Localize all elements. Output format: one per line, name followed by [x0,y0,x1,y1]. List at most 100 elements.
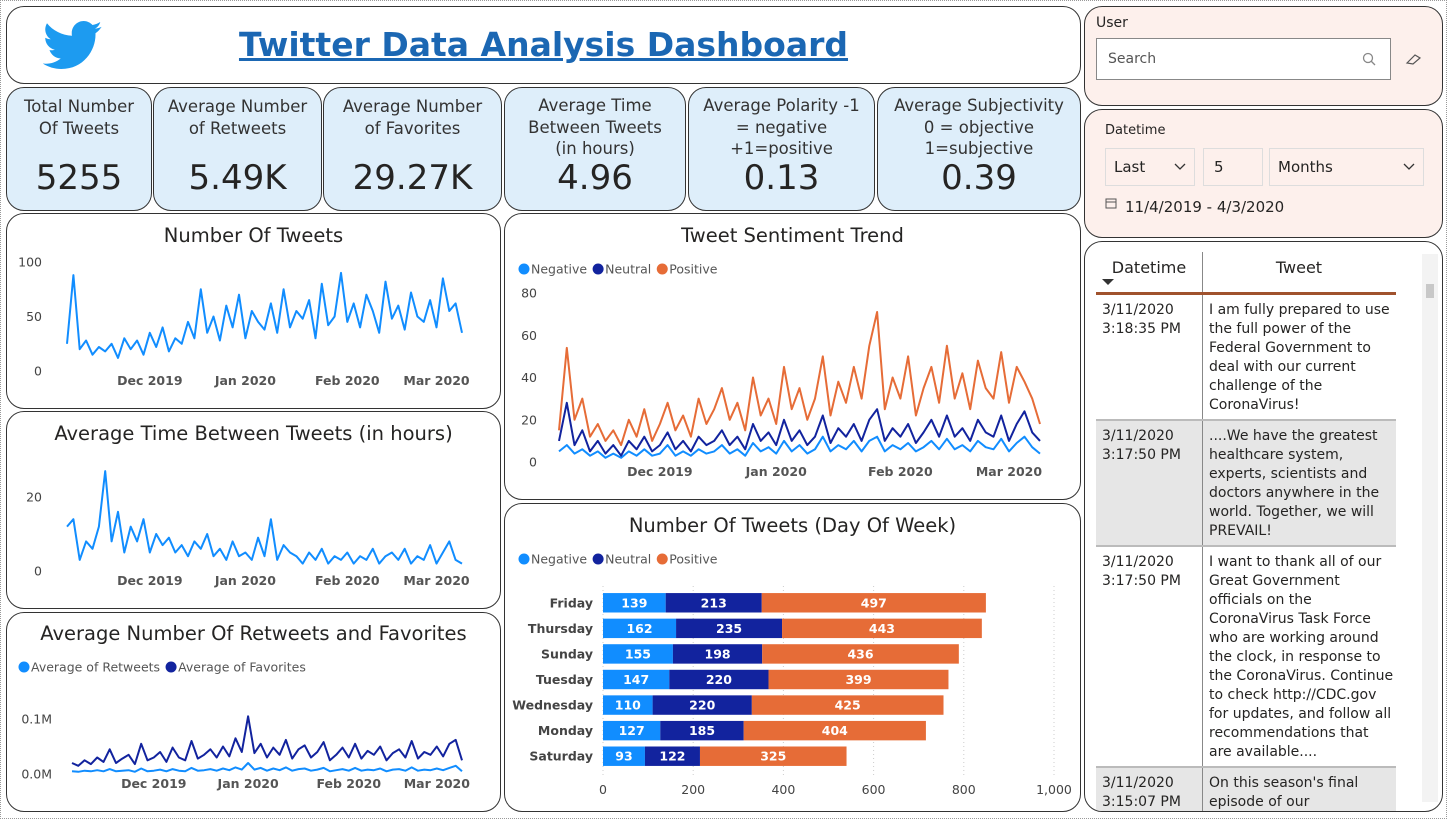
bar-value-label: 93 [615,749,632,764]
bar-value-label: 497 [861,595,887,610]
x-tick-label: 800 [952,782,976,797]
table-row: 3/11/2020 3:18:35 PM I am fully prepared … [1096,295,1396,421]
chart-panel: Number Of Tweets 0 50 100 Dec 2019 Jan 2020 Fe… [6,213,501,409]
legend-marker [592,263,604,275]
category-label: Friday [550,595,593,610]
chart: Number Of Tweets 0 50 100 Dec 2019 Jan 2020 Fe… [18,224,470,388]
kpi-label-line: +1=positive [730,139,833,158]
kpi-label: Total Number Of Tweets [7,96,151,139]
chart-title: Number Of Tweets [164,224,343,247]
chevron [1403,163,1415,170]
bar-segment [762,644,959,664]
bar-segment [644,746,700,766]
datetime-cell: 3/11/2020 3:18:35 PM [1096,295,1203,419]
category-label: Wednesday [512,698,593,713]
mode-dropdown[interactable]: Last [1105,148,1195,186]
x-tick-label: 1,000 [1036,782,1072,797]
bar-segment [672,644,763,664]
bar-value-label: 220 [706,672,732,687]
mode-value: Last [1114,158,1146,176]
legend-label: Negative [531,262,587,277]
bar-segment [652,695,752,715]
x-tick-label: Jan 2020 [214,573,276,588]
tweet-cell: I am fully prepared to use the full powe… [1209,302,1390,413]
category-label: Tuesday [536,672,593,687]
y-tick-label: 20 [26,490,42,505]
legend-marker [656,263,668,275]
bar-segment [603,720,661,741]
scrollbar[interactable] [1422,254,1438,802]
bar-segment [669,669,769,690]
x-tick-label: Dec 2019 [117,373,182,388]
count-value: 5 [1214,158,1224,176]
search-icon [1362,52,1376,66]
bar-segment [751,695,944,715]
tweet-cell: On this season's final episode of our #N… [1209,775,1359,810]
user-slicer: User Search [1084,6,1443,106]
bar-value-label: 147 [623,672,649,687]
bar-segment [665,593,762,613]
line-series [558,435,1041,459]
bar-value-label: 185 [689,723,715,738]
kpi-label: Average Number of Favorites [324,96,501,139]
chart-panel: Average Time Between Tweets (in hours) 0 2… [6,411,501,609]
kpi-label-line: of Favorites [364,118,461,138]
kpi-label-line: Total Number [23,97,135,116]
kpi-label-line: 0 = objective [923,117,1035,137]
chart-panel: Number Of Tweets (Day Of Week) 0 200 400 600… [504,503,1081,812]
legend-label: Positive [669,262,717,277]
kpi-label: Average Number of Retweets [154,96,321,139]
bar-segment [603,746,645,766]
line-series [71,715,463,767]
x-tick-label: 600 [862,782,886,797]
eraser-icon[interactable] [1405,52,1423,66]
sort-arrow[interactable] [1102,279,1114,286]
count-input[interactable]: 5 [1203,148,1263,186]
y-tick-label: 0.0M [21,767,52,782]
kpi-label-line: Average Subjectivity [894,96,1064,115]
y-tick-label: 100 [18,255,42,270]
slicer-title: Datetime [1105,123,1166,138]
kpi-label-line: Average Time [538,96,652,115]
kpi-card: Average Time Between Tweets (in hours) 4.96 [504,87,686,211]
datetime-slicer: Datetime Last 5 Months 11/4/2019 - 4/3/2… [1084,109,1443,238]
x-tick-label: Feb 2020 [315,373,380,388]
kpi-label-line: Average Number [167,97,308,116]
chart-title: Tweet Sentiment Trend [680,224,904,247]
datetime-cell: 3/11/2020 3:15:07 PM [1096,768,1203,811]
bar-segment [660,720,744,741]
legend-label: Negative [531,552,587,567]
bar-value-label: 110 [615,698,641,713]
tweet-cell: I want to thank all of our Great Governm… [1209,554,1394,760]
datetime-cell: 3/11/2020 3:17:50 PM [1096,547,1203,766]
y-tick-label: 20 [521,412,537,427]
x-tick-label: Jan 2020 [214,373,276,388]
y-tick-label: 60 [521,328,537,343]
kpi-card: Total Number Of Tweets 5255 [6,87,152,211]
bar-value-label: 162 [626,621,652,636]
scroll-thumb[interactable] [1426,284,1434,298]
kpi-label-line: of Retweets [188,118,287,138]
search-placeholder: Search [1108,51,1157,67]
unit-dropdown[interactable]: Months [1269,148,1424,186]
kpi-card: Average Subjectivity 0 = objective 1=subje… [877,87,1081,211]
chart-title: Number Of Tweets (Day Of Week) [629,514,956,537]
kpi-label-line: Average Polarity -1 [703,96,860,115]
table-row: 3/11/2020 3:17:50 PM ....We have the grea… [1096,421,1396,547]
kpi-label: Average Polarity -1 = negative +1=positive [689,95,874,160]
column-header: Datetime [1096,252,1203,292]
y-tick-label: 50 [26,309,42,324]
bar-segment [603,669,670,690]
legend-marker [165,661,177,673]
search-box[interactable]: Search [1096,38,1391,80]
x-tick-label: Jan 2020 [745,464,807,479]
table-row: 3/11/2020 3:17:50 PM I want to thank all … [1096,547,1396,768]
kpi-value: 0.39 [941,158,1017,198]
bar-value-label: 443 [869,621,895,636]
x-tick-label: Dec 2019 [627,464,692,479]
bar-value-label: 399 [845,672,871,687]
kpi-label-line: Of Tweets [38,118,120,138]
column-header: Tweet [1275,258,1323,277]
chart: Average Number Of Retweets and Favorites… [18,622,470,791]
